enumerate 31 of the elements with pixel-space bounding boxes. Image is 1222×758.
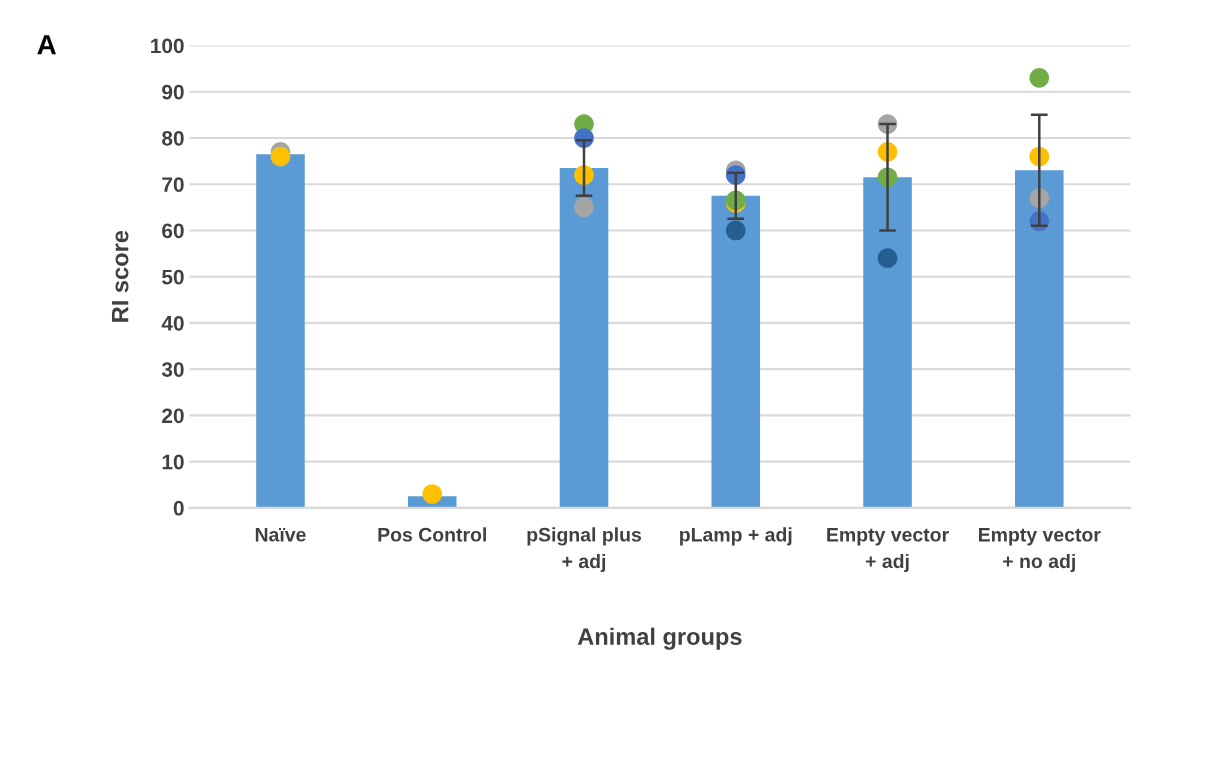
point bbox=[725, 220, 746, 241]
point bbox=[422, 484, 443, 504]
y-tick-label: 70 bbox=[162, 177, 184, 192]
bar bbox=[863, 177, 912, 508]
x-axis-title: Animal groups bbox=[577, 627, 742, 650]
bar bbox=[1015, 170, 1064, 508]
point bbox=[877, 248, 898, 268]
y-tick-label: 0 bbox=[173, 500, 184, 516]
y-tick-label: 80 bbox=[162, 130, 184, 146]
y-tick-label: 100 bbox=[151, 38, 184, 54]
y-tick-label: 20 bbox=[162, 408, 184, 424]
x-tick-label: Pos Control bbox=[378, 527, 486, 542]
x-tick-label: Empty vector + no adj bbox=[979, 528, 1101, 573]
bar bbox=[559, 168, 609, 508]
x-tick-label: pSignal plus + adj bbox=[527, 527, 641, 573]
y-tick-label: 40 bbox=[161, 315, 184, 331]
point bbox=[1029, 68, 1050, 88]
bar bbox=[256, 154, 305, 508]
bar bbox=[711, 195, 761, 508]
y-tick-label: 10 bbox=[162, 454, 184, 470]
x-tick-label: pLamp + adj bbox=[680, 527, 792, 546]
y-axis-title: RI score bbox=[111, 230, 129, 322]
x-tick-label: Empty vector + adj bbox=[827, 528, 949, 573]
y-tick-label: 60 bbox=[162, 223, 184, 239]
y-tick-label: 30 bbox=[161, 362, 184, 377]
point bbox=[574, 197, 594, 218]
x-tick-label: Naïve bbox=[255, 527, 306, 542]
point bbox=[270, 146, 291, 167]
y-tick-label: 90 bbox=[162, 84, 184, 100]
y-tick-label: 50 bbox=[162, 269, 184, 285]
text: A bbox=[37, 35, 56, 55]
